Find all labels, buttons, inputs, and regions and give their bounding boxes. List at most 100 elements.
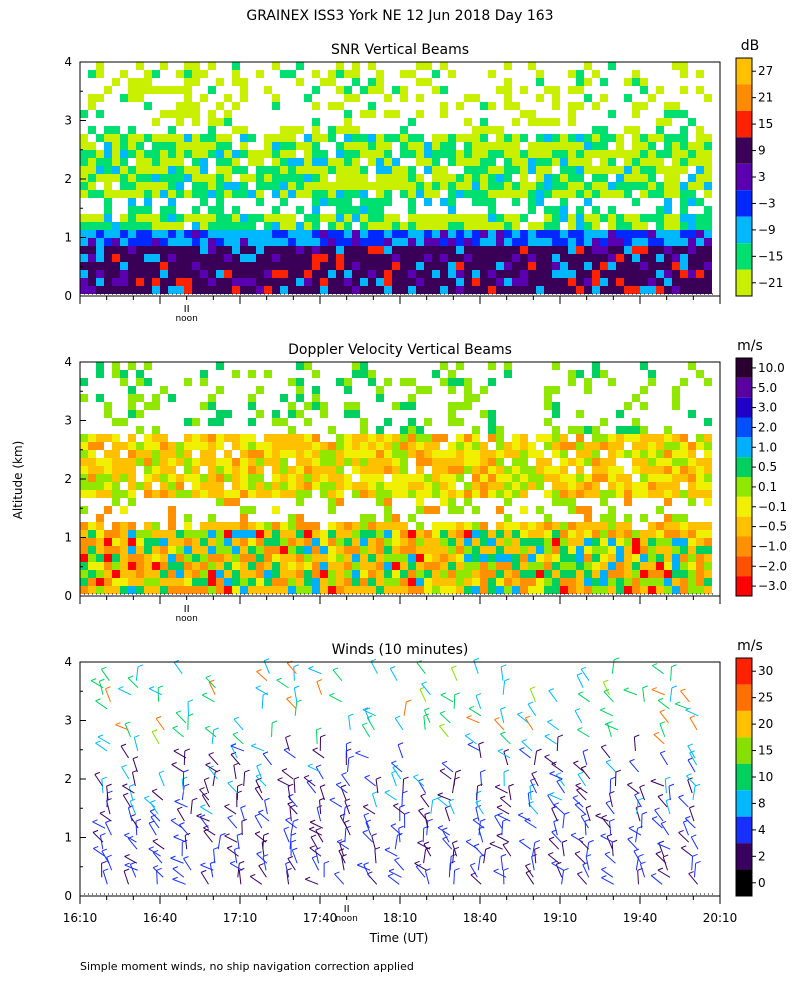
wind-barb (124, 864, 138, 871)
heatmap-cell (304, 482, 312, 490)
heatmap-cell (464, 150, 472, 158)
wind-barb (95, 742, 108, 752)
heatmap-cell (192, 474, 200, 482)
wind-barb (226, 847, 239, 857)
heatmap-cell (160, 238, 168, 246)
heatmap-cell (544, 206, 552, 214)
heatmap-cell (344, 94, 352, 102)
heatmap-cell (704, 562, 712, 570)
heatmap-cell (600, 174, 608, 182)
heatmap-cell (112, 158, 120, 166)
heatmap-cell (88, 150, 96, 158)
heatmap-cell (440, 578, 448, 586)
heatmap-cell (480, 538, 488, 546)
heatmap-cell (248, 190, 256, 198)
heatmap-cell (264, 254, 272, 262)
heatmap-cell (696, 70, 704, 78)
heatmap-cell (104, 466, 112, 474)
heatmap-cell (272, 182, 280, 190)
heatmap-cell (608, 134, 616, 142)
wind-barb (687, 745, 696, 759)
wind-barb-flag (657, 867, 664, 871)
heatmap-cell (640, 514, 648, 522)
heatmap-cell (352, 458, 360, 466)
heatmap-cell (280, 554, 288, 562)
heatmap-cell (80, 578, 88, 586)
wind-barb-flag (151, 729, 158, 733)
heatmap-cell (352, 182, 360, 190)
wind-barb-flag (394, 857, 400, 861)
heatmap-cell (232, 570, 240, 578)
heatmap-cell (200, 222, 208, 230)
heatmap-cell (264, 578, 272, 586)
heatmap-cell (232, 230, 240, 238)
wind-barb (551, 831, 562, 843)
heatmap-cell (160, 262, 168, 270)
wind-barb-flag (357, 862, 363, 866)
heatmap-cell (672, 110, 680, 118)
heatmap-cell (192, 62, 200, 70)
wind-barb (478, 821, 481, 836)
heatmap-cell (320, 538, 328, 546)
heatmap-cell (104, 134, 112, 142)
wind-barb-flag (494, 784, 501, 788)
heatmap-cell (200, 586, 208, 594)
heatmap-cell (136, 254, 144, 262)
heatmap-cell (208, 206, 216, 214)
heatmap-cell (640, 166, 648, 174)
heatmap-cell (632, 246, 640, 254)
heatmap-cell (120, 554, 128, 562)
heatmap-cell (224, 286, 232, 294)
heatmap-cell (432, 286, 440, 294)
heatmap-cell (520, 150, 528, 158)
heatmap-cell (304, 466, 312, 474)
heatmap-cell (408, 426, 416, 434)
heatmap-cell (208, 570, 216, 578)
heatmap-cell (576, 102, 584, 110)
heatmap-cell (160, 386, 168, 394)
wind-barb (391, 762, 403, 773)
heatmap-cell (512, 562, 520, 570)
wind-barb-flag (240, 805, 246, 809)
wind-barb-flag (121, 764, 127, 768)
heatmap-cell (448, 546, 456, 554)
colorbar-swatch (736, 816, 752, 844)
heatmap-cell (384, 450, 392, 458)
heatmap-cell (344, 166, 352, 174)
heatmap-cell (424, 190, 432, 198)
heatmap-cell (216, 490, 224, 498)
heatmap-cell (648, 586, 656, 594)
heatmap-cell (280, 458, 288, 466)
heatmap-cell (416, 546, 424, 554)
heatmap-cell (480, 530, 488, 538)
wind-barb (688, 807, 695, 822)
heatmap-cell (248, 262, 256, 270)
heatmap-cell (80, 546, 88, 554)
heatmap-cell (528, 190, 536, 198)
heatmap-cell (544, 578, 552, 586)
wind-barb-flag (680, 688, 686, 692)
heatmap-cell (504, 230, 512, 238)
wind-barb (437, 794, 451, 801)
wind-barb (256, 853, 268, 864)
heatmap-cell (416, 174, 424, 182)
heatmap-cell (184, 434, 192, 442)
heatmap-cell (400, 554, 408, 562)
heatmap-cell (704, 474, 712, 482)
heatmap-cell (208, 126, 216, 134)
wind-barb (453, 694, 456, 709)
wind-barb (342, 807, 346, 822)
wind-barb-flag (633, 848, 640, 852)
heatmap-cell (360, 458, 368, 466)
heatmap-cell (128, 222, 136, 230)
heatmap-cell (608, 514, 616, 522)
colorbar-swatch (736, 397, 752, 418)
heatmap-cell (440, 142, 448, 150)
heatmap-cell (344, 450, 352, 458)
heatmap-cell (480, 546, 488, 554)
heatmap-cell (632, 418, 640, 426)
wind-barb (364, 709, 371, 724)
heatmap-cell (616, 426, 624, 434)
wind-barb-flag (473, 657, 480, 661)
